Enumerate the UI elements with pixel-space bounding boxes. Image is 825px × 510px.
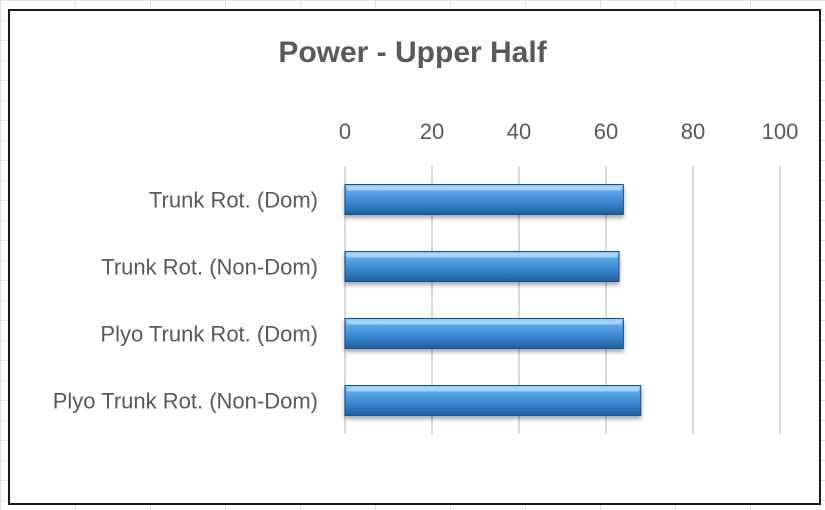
x-tick-label: 100 [762, 119, 799, 144]
x-axis: 0 20 40 60 80 100 [339, 119, 798, 144]
x-tick-label: 60 [594, 119, 618, 144]
x-tick-label: 80 [681, 119, 705, 144]
bar-highlight [347, 186, 622, 191]
bars [344, 184, 642, 416]
bar[interactable] [344, 318, 624, 349]
y-category-label: Trunk Rot. (Dom) [149, 188, 318, 213]
x-tick-label: 20 [420, 119, 444, 144]
y-axis: Trunk Rot. (Dom) Trunk Rot. (Non-Dom) Plyo… [53, 188, 318, 414]
chart-title: Power - Upper Half [278, 36, 547, 69]
bar[interactable] [344, 385, 642, 416]
bar[interactable] [344, 251, 620, 282]
bar-highlight [347, 320, 622, 325]
x-tick-label: 40 [507, 119, 531, 144]
y-category-label: Trunk Rot. (Non-Dom) [101, 255, 318, 280]
y-category-label: Plyo Trunk Rot. (Non-Dom) [53, 389, 318, 414]
y-category-label: Plyo Trunk Rot. (Dom) [100, 322, 318, 347]
bar-highlight [347, 253, 618, 258]
x-tick-label: 0 [339, 119, 351, 144]
bar[interactable] [344, 184, 624, 215]
bar-highlight [347, 387, 639, 392]
